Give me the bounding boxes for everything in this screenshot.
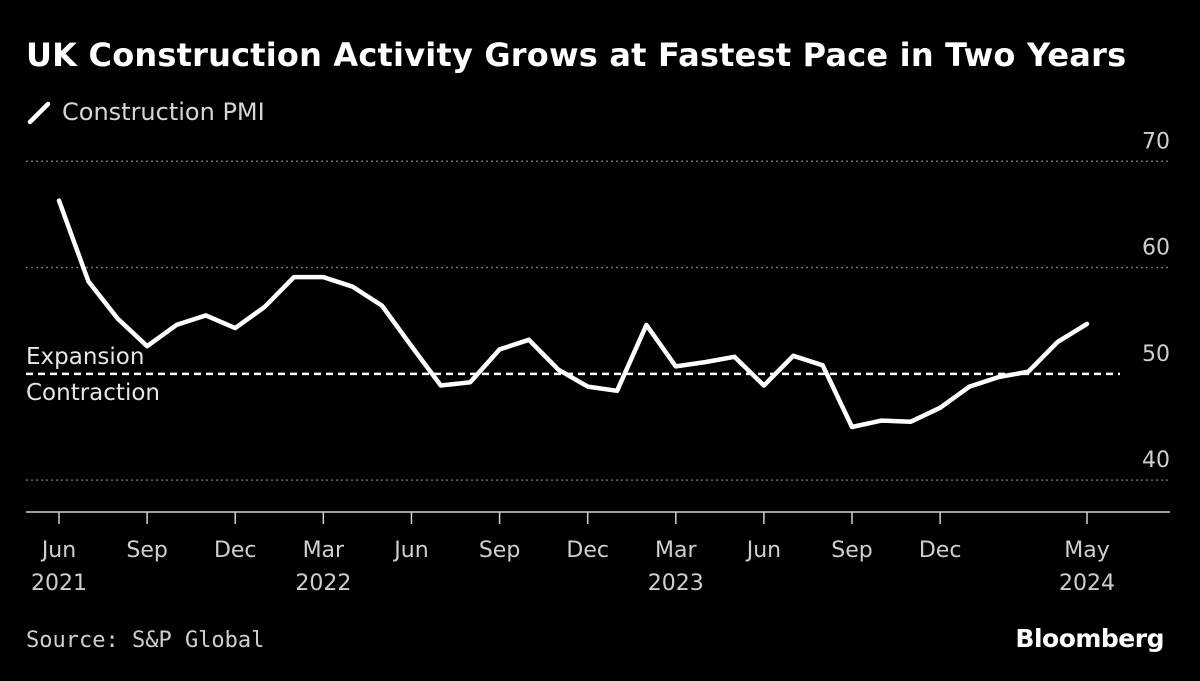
y-tick-label: 40: [1142, 448, 1170, 473]
y-tick-label: 70: [1142, 129, 1170, 154]
x-tick-label: Jun: [745, 538, 781, 563]
legend-swatch: [27, 101, 51, 125]
x-tick-label: Dec: [566, 538, 609, 563]
x-tick-label: May: [1064, 538, 1109, 563]
x-tick-label: Mar: [655, 538, 697, 563]
x-tick-label: Sep: [831, 538, 872, 563]
x-tick-year-label: 2022: [295, 571, 351, 596]
x-tick-label: Sep: [479, 538, 520, 563]
y-tick-label: 60: [1142, 236, 1170, 261]
x-tick-label: Sep: [126, 538, 167, 563]
expansion-label: Expansion: [26, 344, 144, 370]
x-tick-label: Dec: [214, 538, 257, 563]
legend-label: Construction PMI: [62, 98, 265, 126]
x-tick-year-label: 2024: [1059, 571, 1115, 596]
contraction-label: Contraction: [26, 380, 160, 406]
y-tick-label: 50: [1142, 342, 1170, 367]
x-tick-label: Jun: [392, 538, 428, 563]
x-tick-year-label: 2021: [31, 571, 87, 596]
legend: Construction PMI: [26, 98, 265, 126]
series-line-construction-pmi: [56, 198, 1090, 430]
chart-title: UK Construction Activity Grows at Fastes…: [26, 36, 1127, 74]
x-tick-year-label: 2023: [648, 571, 704, 596]
source-note: Source: S&P Global: [26, 628, 265, 653]
x-tick-label: Jun: [40, 538, 76, 563]
x-tick-label: Dec: [919, 538, 962, 563]
brand-logo: Bloomberg: [1015, 624, 1164, 653]
x-tick-label: Mar: [303, 538, 345, 563]
